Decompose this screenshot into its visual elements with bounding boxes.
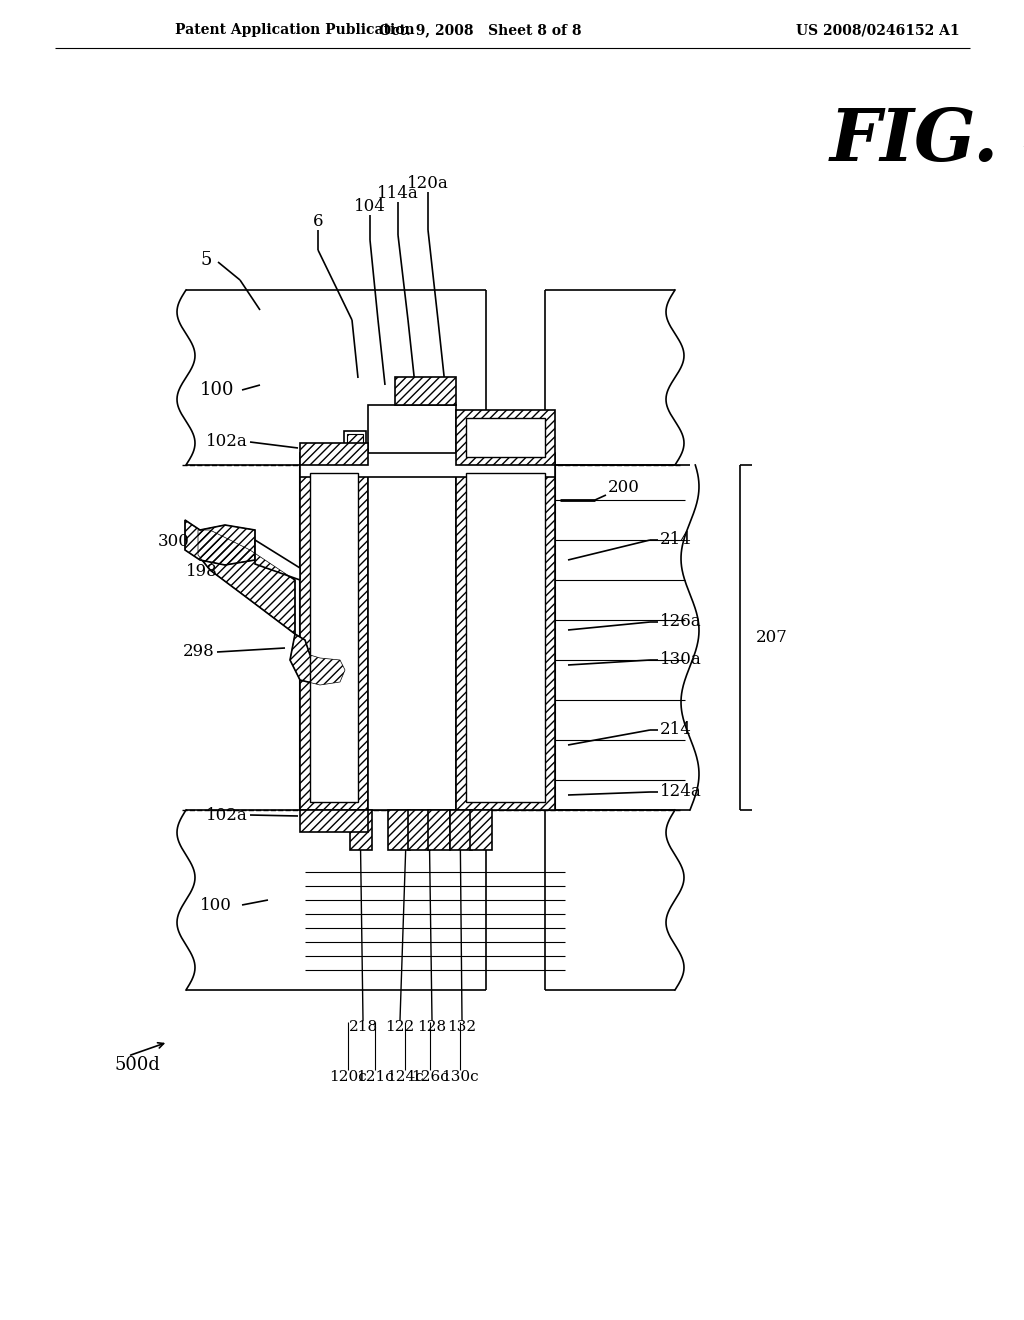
Text: 132: 132	[447, 1020, 476, 1034]
Text: 124c: 124c	[386, 1071, 424, 1084]
Bar	[395, 378, 456, 405]
Text: 128: 128	[418, 1020, 446, 1034]
Bar	[300, 444, 368, 465]
Polygon shape	[290, 634, 345, 685]
Bar	[408, 810, 430, 850]
Text: 102a: 102a	[206, 433, 248, 450]
Bar	[368, 465, 456, 810]
Text: Patent Application Publication: Patent Application Publication	[175, 22, 415, 37]
Polygon shape	[198, 531, 295, 634]
Bar	[350, 810, 372, 850]
Bar	[456, 465, 555, 810]
Bar	[466, 418, 545, 457]
Text: 500d: 500d	[115, 1056, 161, 1074]
Bar	[344, 432, 366, 453]
Text: 120c: 120c	[329, 1071, 367, 1084]
Text: 5: 5	[200, 251, 211, 269]
Text: 198: 198	[186, 564, 218, 581]
Text: 121c: 121c	[356, 1071, 394, 1084]
Bar	[300, 810, 368, 832]
Bar	[310, 473, 358, 803]
Bar	[388, 810, 410, 850]
Text: 298: 298	[183, 644, 215, 660]
Bar	[456, 411, 555, 465]
Text: 218: 218	[348, 1020, 378, 1034]
Bar	[300, 465, 368, 810]
Text: 124a: 124a	[660, 784, 701, 800]
Bar	[428, 810, 450, 850]
Text: 100: 100	[200, 896, 231, 913]
Text: 126c: 126c	[411, 1071, 449, 1084]
Bar	[542, 465, 690, 810]
Text: 300: 300	[158, 533, 190, 550]
Text: 114a: 114a	[377, 185, 419, 202]
Bar	[470, 810, 492, 850]
Bar	[300, 465, 555, 810]
Polygon shape	[185, 520, 255, 565]
Bar	[300, 453, 555, 477]
Text: 100: 100	[200, 381, 234, 399]
Text: 122: 122	[385, 1020, 415, 1034]
Bar	[186, 290, 486, 465]
Polygon shape	[255, 540, 300, 579]
Text: 126a: 126a	[660, 614, 701, 631]
Text: 120a: 120a	[408, 176, 449, 191]
Bar	[545, 810, 675, 990]
Bar	[347, 434, 362, 450]
Text: 104: 104	[354, 198, 386, 215]
Text: US 2008/0246152 A1: US 2008/0246152 A1	[797, 22, 961, 37]
Text: 130c: 130c	[441, 1071, 479, 1084]
Bar	[466, 473, 545, 803]
Text: Oct. 9, 2008   Sheet 8 of 8: Oct. 9, 2008 Sheet 8 of 8	[379, 22, 582, 37]
Text: 214: 214	[660, 532, 692, 549]
Bar	[545, 290, 675, 465]
Text: FIG. 4b: FIG. 4b	[830, 106, 1024, 176]
Bar	[186, 810, 486, 990]
Text: 200: 200	[608, 479, 640, 496]
Bar	[450, 810, 472, 850]
Text: 6: 6	[312, 213, 324, 230]
Bar	[368, 405, 456, 465]
Text: 214: 214	[660, 722, 692, 738]
Text: 207: 207	[756, 630, 787, 647]
Text: 102a: 102a	[206, 807, 248, 824]
Text: 130a: 130a	[660, 652, 701, 668]
